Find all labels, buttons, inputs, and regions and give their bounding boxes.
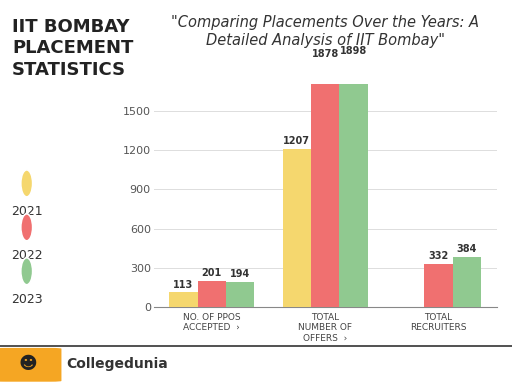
Text: 194: 194 — [230, 269, 250, 279]
Bar — [169, 292, 198, 307]
Circle shape — [21, 170, 33, 197]
Bar — [198, 281, 226, 307]
Text: ☻: ☻ — [19, 355, 37, 373]
Circle shape — [21, 258, 33, 285]
Text: 201: 201 — [202, 268, 222, 278]
Text: 2022: 2022 — [11, 249, 42, 262]
Bar — [453, 257, 481, 307]
Text: 1898: 1898 — [340, 46, 367, 56]
Text: 1878: 1878 — [311, 48, 339, 58]
Text: Collegedunia: Collegedunia — [67, 357, 168, 371]
FancyBboxPatch shape — [0, 348, 61, 382]
Bar — [339, 58, 368, 307]
Bar — [283, 149, 311, 307]
Text: 384: 384 — [457, 244, 477, 254]
Text: 2023: 2023 — [11, 293, 42, 306]
Text: 1207: 1207 — [283, 136, 310, 146]
Bar — [424, 264, 453, 307]
Text: IIT BOMBAY
PLACEMENT
STATISTICS: IIT BOMBAY PLACEMENT STATISTICS — [12, 18, 133, 79]
Circle shape — [21, 214, 33, 241]
Text: 332: 332 — [429, 251, 449, 261]
Bar — [226, 282, 254, 307]
Text: 2021: 2021 — [11, 205, 42, 218]
Bar — [311, 61, 339, 307]
Text: 113: 113 — [173, 280, 194, 290]
Text: "Comparing Placements Over the Years: A
Detailed Analysis of IIT Bombay": "Comparing Placements Over the Years: A … — [171, 15, 479, 48]
